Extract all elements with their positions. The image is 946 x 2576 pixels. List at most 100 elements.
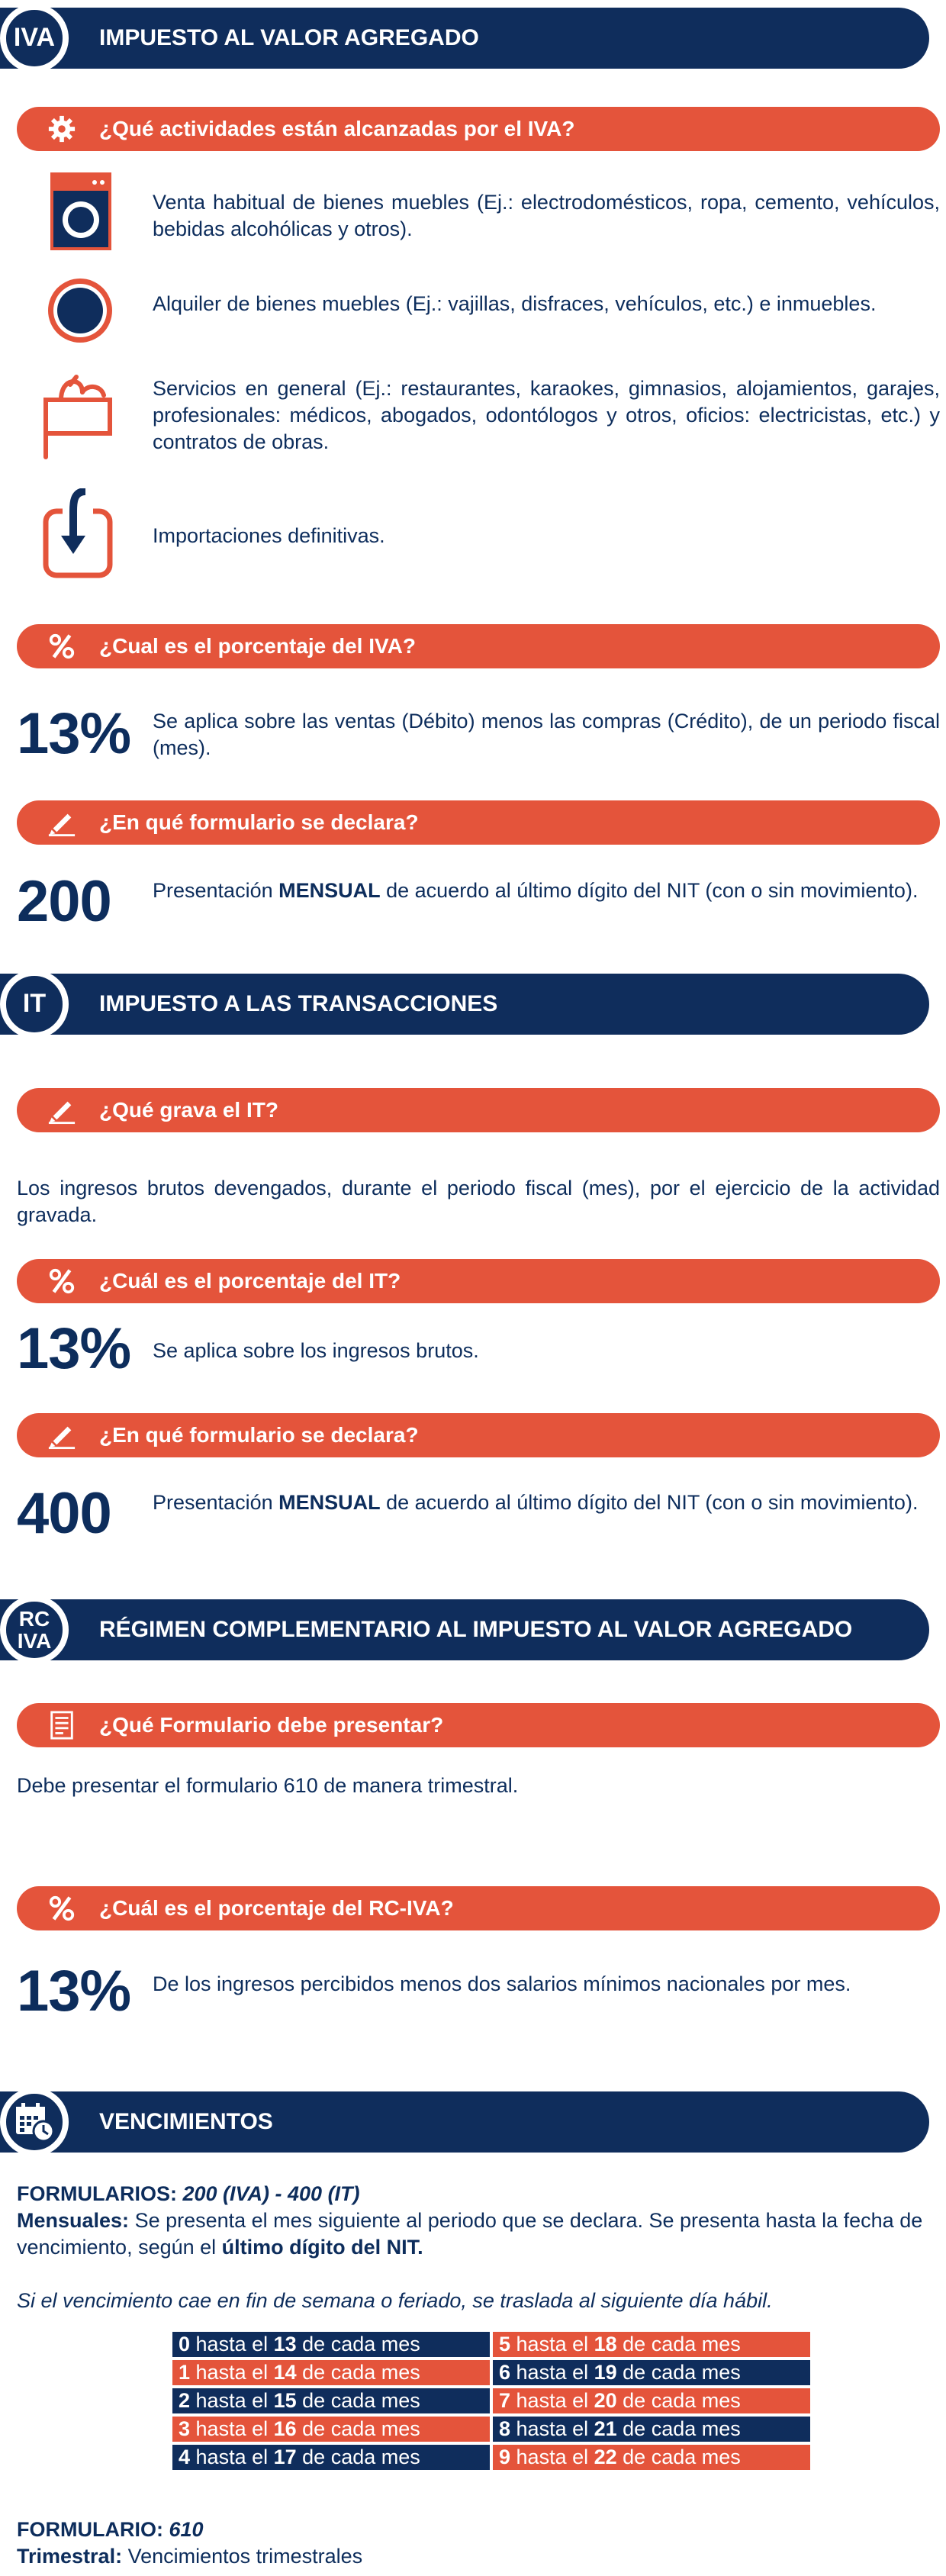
rciva-form-text: Debe presentar el formulario 610 de mane… (17, 1774, 519, 1797)
vencimientos-section-title: VENCIMIENTOS (99, 2109, 273, 2134)
it-badge: IT (0, 970, 69, 1038)
due-text: de cada mes (616, 2446, 741, 2468)
nit-digit: 3 (179, 2417, 191, 2440)
it-form-text-post: de acuerdo al último dígito del NIT (con… (380, 1491, 919, 1514)
iva-section-title: IMPUESTO AL VALOR AGREGADO (99, 25, 479, 50)
due-text: hasta el (190, 2446, 274, 2468)
rciva-form-question-bar: ¿Qué Formulario debe presentar? (17, 1703, 940, 1747)
it-form-text-pre: Presentación (153, 1491, 279, 1514)
formulario610-value: 610 (169, 2518, 204, 2541)
due-text: hasta el (190, 2361, 274, 2384)
due-date-cell: 2 hasta el 15 de cada mes (172, 2388, 490, 2413)
pencil-icon (48, 813, 76, 837)
it-form-text-bold: MENSUAL (278, 1491, 381, 1514)
due-date-cell: 3 hasta el 16 de cada mes (172, 2417, 490, 2442)
it-section-title: IMPUESTO A LAS TRANSACCIONES (99, 991, 498, 1016)
mensuales-body: Se presenta el mes siguiente al periodo … (17, 2209, 923, 2259)
nit-digit: 9 (499, 2446, 511, 2468)
due-text: de cada mes (616, 2361, 741, 2384)
trimestral-label: Trimestral: (17, 2545, 123, 2568)
rciva-badge-line1: RC (18, 1606, 50, 1631)
vencimientos-badge (0, 2088, 69, 2156)
iva-badge-text: IVA (13, 23, 56, 53)
due-text: hasta el (510, 2446, 594, 2468)
mensuales-text: Mensuales: Se presenta el mes siguiente … (17, 2207, 940, 2261)
pencil-icon (48, 1426, 76, 1450)
due-text: hasta el (190, 2389, 274, 2412)
due-date-cell: 7 hasta el 20 de cada mes (493, 2388, 810, 2413)
iva-percent-question: ¿Cual es el porcentaje del IVA? (99, 634, 416, 658)
rciva-percent-question-bar: ¿Cuál es el porcentaje del RC-IVA? (17, 1886, 940, 1930)
due-day: 13 (273, 2333, 297, 2355)
nit-digit: 1 (179, 2361, 191, 2384)
formulario610-line: FORMULARIO: 610 (17, 2516, 940, 2543)
due-day: 17 (273, 2446, 297, 2468)
nit-digit: 8 (499, 2417, 511, 2440)
circle-badge-icon (48, 279, 112, 343)
nit-digit: 7 (499, 2389, 511, 2412)
due-text: de cada mes (296, 2417, 420, 2440)
iva-header-bar (0, 8, 929, 69)
iva-activity-3: Servicios en general (Ej.: restaurantes,… (153, 377, 940, 453)
it-grava-text: Los ingresos brutos devengados, durante … (17, 1177, 940, 1226)
nit-digit: 4 (179, 2446, 191, 2468)
rciva-percent-question: ¿Cuál es el porcentaje del RC-IVA? (99, 1896, 454, 1920)
due-date-cell: 9 hasta el 22 de cada mes (493, 2445, 810, 2470)
percent-icon (49, 1268, 75, 1294)
rciva-header-bar (0, 1599, 929, 1660)
vencimientos-header-bar (0, 2091, 929, 2153)
due-date-row: 0 hasta el 13 de cada mes 5 hasta el 18 d… (172, 2332, 810, 2357)
it-percent-question: ¿Cuál es el porcentaje del IT? (99, 1269, 401, 1293)
rciva-form-question: ¿Qué Formulario debe presentar? (99, 1713, 444, 1737)
calendar-clock-icon (16, 2103, 55, 2143)
due-date-cell: 6 hasta el 19 de cada mes (493, 2360, 810, 2385)
it-grava-question-bar: ¿Qué grava el IT? (17, 1088, 940, 1132)
rciva-percent-value: 13% (17, 1959, 131, 2024)
it-badge-text: IT (22, 989, 47, 1019)
due-date-cell: 8 hasta el 21 de cada mes (493, 2417, 810, 2442)
mensuales-bold: último dígito del NIT. (221, 2236, 423, 2259)
service-desk-icon (43, 375, 112, 459)
rciva-badge: RC IVA (0, 1596, 69, 1664)
nit-digit: 5 (499, 2333, 511, 2355)
it-grava-question: ¿Qué grava el IT? (99, 1098, 278, 1122)
trimestral-line: Trimestral: Vencimientos trimestrales (17, 2543, 940, 2570)
iva-activity-4: Importaciones definitivas. (153, 524, 385, 547)
iva-percent-text: Se aplica sobre las ventas (Débito) meno… (153, 710, 940, 759)
iva-percent-value: 13% (17, 701, 131, 766)
mensuales-label: Mensuales: (17, 2209, 130, 2232)
due-day: 14 (273, 2361, 297, 2384)
iva-activities-question: ¿Qué actividades están alcanzadas por el… (99, 117, 575, 140)
it-form-question: ¿En qué formulario se declara? (99, 1423, 419, 1447)
iva-form-number: 200 (17, 869, 112, 934)
document-icon (50, 1711, 73, 1740)
rciva-badge-line2: IVA (17, 1629, 52, 1653)
iva-activity-1: Venta habitual de bienes muebles (Ej.: e… (153, 191, 940, 240)
import-arrow-icon (43, 488, 113, 578)
pencil-icon (48, 1101, 76, 1125)
feriado-note: Si el vencimiento cae en fin de semana o… (17, 2289, 773, 2312)
it-form-question-bar: ¿En qué formulario se declara? (17, 1413, 940, 1457)
trimestral-text: Vencimientos trimestrales (122, 2545, 363, 2568)
due-date-table: 0 hasta el 13 de cada mes 5 hasta el 18 d… (169, 2329, 813, 2473)
iva-form-text-bold: MENSUAL (278, 879, 381, 902)
iva-form-text-pre: Presentación (153, 879, 279, 902)
iva-form-text-post: de acuerdo al último dígito del NIT (con… (380, 879, 919, 902)
due-date-cell: 1 hasta el 14 de cada mes (172, 2360, 490, 2385)
iva-form-question-bar: ¿En qué formulario se declara? (17, 800, 940, 845)
due-day: 16 (273, 2417, 297, 2440)
iva-activity-2: Alquiler de bienes muebles (Ej.: vajilla… (153, 292, 877, 315)
percent-icon (49, 1895, 75, 1921)
due-day: 19 (594, 2361, 617, 2384)
it-form-number: 400 (17, 1481, 112, 1546)
formularios-value: 200 (IVA) - 400 (IT) (182, 2182, 360, 2205)
due-date-cell: 4 hasta el 17 de cada mes (172, 2445, 490, 2470)
formularios-label: FORMULARIOS: (17, 2182, 183, 2205)
due-text: de cada mes (616, 2389, 741, 2412)
due-day: 21 (594, 2417, 617, 2440)
due-text: de cada mes (296, 2361, 420, 2384)
percent-icon (49, 633, 75, 659)
due-day: 22 (594, 2446, 617, 2468)
rciva-percent-text: De los ingresos percibidos menos dos sal… (153, 1972, 851, 1995)
due-text: de cada mes (296, 2389, 420, 2412)
